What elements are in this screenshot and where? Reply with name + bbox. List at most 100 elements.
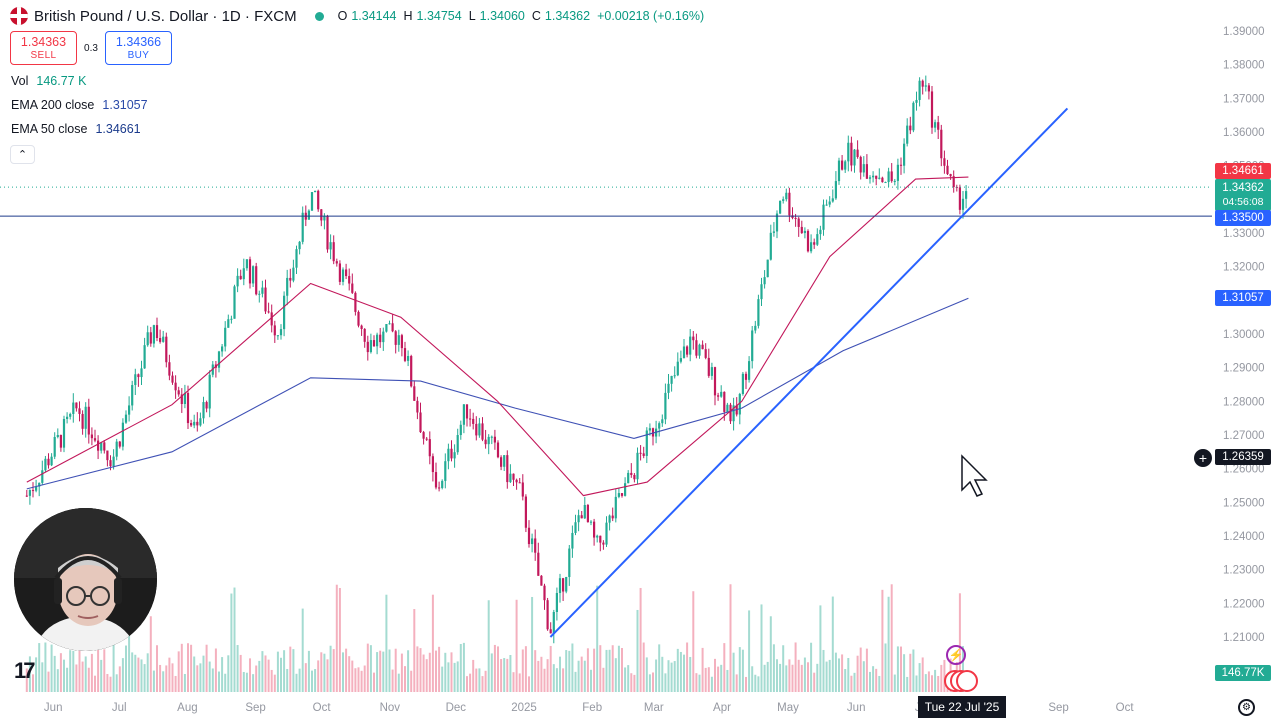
candle-body xyxy=(112,456,115,467)
volume-bar xyxy=(109,676,112,692)
candle-body xyxy=(103,442,106,451)
candle-body xyxy=(952,176,955,187)
mouse-cursor-icon xyxy=(961,454,988,497)
volume-legend-value: 146.77 K xyxy=(36,74,87,88)
candle-body xyxy=(140,368,143,378)
volume-bar xyxy=(497,646,499,692)
candle-body xyxy=(608,515,611,523)
volume-bar xyxy=(611,645,614,692)
volume-bar xyxy=(617,645,620,692)
volume-bar xyxy=(782,645,785,692)
buy-price: 1.34366 xyxy=(115,34,162,49)
candle-body xyxy=(124,414,128,423)
spread-value: 0.3 xyxy=(84,42,98,54)
volume-bar xyxy=(354,668,357,692)
chart-settings-gear-icon[interactable]: ⚙ xyxy=(1238,699,1255,716)
candle-body xyxy=(410,356,413,387)
ema50-legend-label: EMA 50 close xyxy=(11,122,88,136)
candle-body xyxy=(794,217,797,219)
candle-body xyxy=(41,470,44,483)
volume-bar xyxy=(363,665,366,692)
volume-bar xyxy=(125,645,127,692)
candle-body xyxy=(261,287,264,294)
x-tick-label: Feb xyxy=(582,702,602,714)
economic-events-icon[interactable] xyxy=(944,670,980,692)
volume-bar xyxy=(766,661,769,692)
volume-bar xyxy=(924,674,927,692)
volume-bar xyxy=(915,675,918,692)
flash-news-icon[interactable]: ⚡ xyxy=(946,645,966,665)
volume-legend[interactable]: Vol 146.77 K xyxy=(11,74,86,88)
volume-bar xyxy=(586,648,589,692)
volume-bar xyxy=(667,660,670,692)
volume-bar xyxy=(345,648,348,692)
volume-bar xyxy=(698,674,701,692)
volume-bar xyxy=(683,654,685,692)
candle-body xyxy=(958,187,961,210)
volume-bar xyxy=(918,663,921,692)
volume-bar xyxy=(456,661,459,692)
volume-bar xyxy=(900,646,902,692)
volume-bar xyxy=(211,668,214,692)
candle-body xyxy=(298,241,301,250)
symbol-header[interactable]: British Pound / U.S. Dollar · 1D · FXCM … xyxy=(10,6,707,26)
candle-body xyxy=(810,242,813,252)
ema200-legend[interactable]: EMA 200 close 1.31057 xyxy=(11,98,148,112)
volume-bar xyxy=(676,648,679,692)
volume-bar xyxy=(664,673,667,692)
ema50-price-tag: 1.34661 xyxy=(1215,163,1271,179)
volume-bar xyxy=(369,645,372,692)
candle-body xyxy=(441,480,444,488)
volume-bar xyxy=(75,664,78,692)
x-tick-label: Sep xyxy=(1048,702,1068,714)
volume-bar xyxy=(661,656,664,692)
candle-body xyxy=(196,421,199,426)
volume-bar xyxy=(103,649,106,692)
candle-body xyxy=(221,346,224,352)
ema50-legend[interactable]: EMA 50 close 1.34661 xyxy=(11,122,141,136)
candle-body xyxy=(493,436,496,443)
candle-body xyxy=(252,266,255,284)
volume-bar xyxy=(655,659,658,692)
candle-body xyxy=(292,267,295,281)
candle-body xyxy=(751,330,754,362)
volume-bar xyxy=(190,644,193,692)
volume-bar xyxy=(958,593,961,692)
candle-body xyxy=(627,472,630,484)
volume-bar xyxy=(298,668,301,692)
candle-body xyxy=(118,441,121,447)
volume-bar xyxy=(112,644,115,692)
candle-body xyxy=(915,99,918,103)
candle-body xyxy=(524,496,527,528)
add-alert-plus-icon[interactable]: + xyxy=(1194,449,1212,467)
symbol-title[interactable]: British Pound / U.S. Dollar · 1D · FXCM xyxy=(34,7,297,25)
volume-bar xyxy=(165,665,168,692)
volume-bar xyxy=(506,658,509,692)
volume-bar xyxy=(307,650,310,692)
candle-body xyxy=(78,408,81,414)
candle-body xyxy=(202,402,205,419)
candle-body xyxy=(25,495,28,497)
candle-body xyxy=(856,149,859,157)
candle-body xyxy=(648,428,651,431)
candle-body xyxy=(503,455,506,467)
volume-bar xyxy=(583,660,586,692)
sell-button[interactable]: 1.34363 SELL xyxy=(10,31,77,65)
collapse-legend-button[interactable]: ⌃ xyxy=(10,145,35,164)
candle-body xyxy=(800,226,803,234)
tradingview-logo[interactable]: 17 xyxy=(14,658,35,683)
volume-bar xyxy=(230,593,233,692)
ascending-trendline xyxy=(549,107,1069,638)
candle-body xyxy=(56,435,59,437)
candle-body xyxy=(295,249,298,268)
y-tick-label: 1.22000 xyxy=(1223,598,1265,610)
volume-bar xyxy=(462,642,465,692)
candle-body xyxy=(806,230,810,252)
volume-bar xyxy=(425,659,428,692)
volume-bar xyxy=(614,658,617,692)
volume-bar xyxy=(332,649,335,692)
volume-bar xyxy=(255,665,258,692)
candle-body xyxy=(62,418,66,448)
buy-button[interactable]: 1.34366 BUY xyxy=(105,31,172,65)
